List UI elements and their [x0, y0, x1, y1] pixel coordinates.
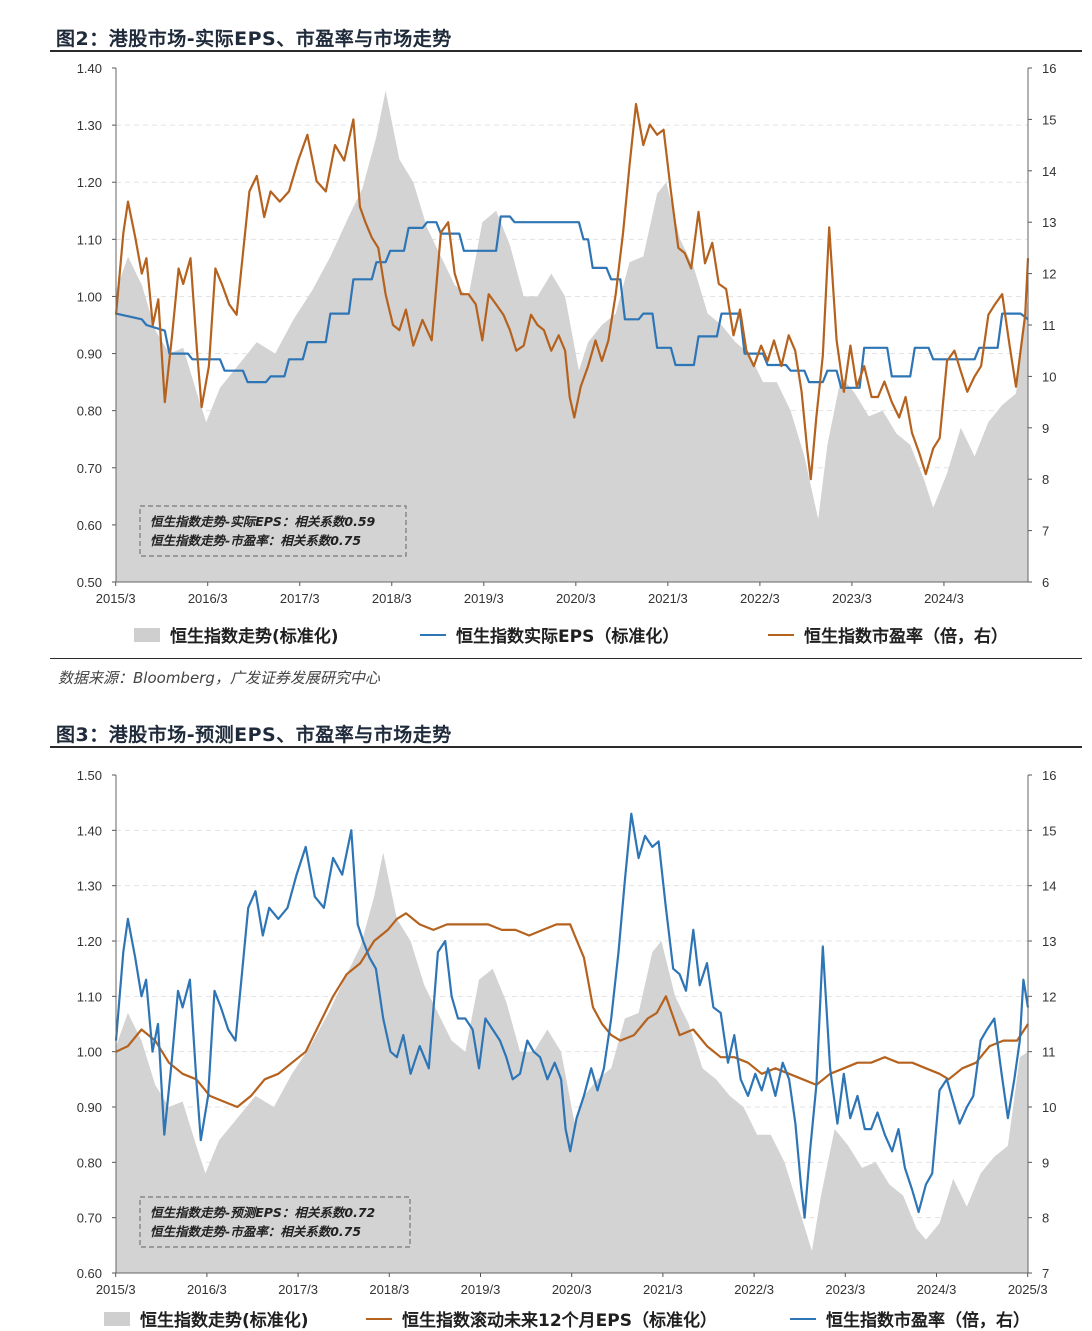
figure2-bottom-rule: [50, 658, 1082, 659]
pe-line-series: [114, 812, 1030, 1219]
y-right-tick-label: 15: [1042, 112, 1056, 127]
legend-label: 恒生指数滚动未来12个月EPS（标准化）: [402, 1311, 717, 1331]
x-tick-label: 2018/3: [369, 1282, 409, 1297]
legend-label: 恒生指数市盈率（倍，右）: [826, 1311, 1030, 1331]
eps-line-series: [115, 215, 1029, 389]
x-tick-label: 2020/3: [552, 1282, 592, 1297]
y-left-tick-label: 1.10: [77, 989, 102, 1004]
x-tick-label: 2024/3: [924, 591, 964, 606]
y-right-tick-label: 6: [1042, 575, 1049, 590]
x-tick-label: 2018/3: [372, 591, 412, 606]
y-right-tick-label: 15: [1042, 823, 1056, 838]
x-tick-label: 2019/3: [461, 1282, 501, 1297]
y-left-tick-label: 1.40: [77, 823, 102, 838]
x-tick-label: 2019/3: [464, 591, 504, 606]
index-area-series: [116, 852, 1028, 1273]
figure3-legend-pe: 恒生指数市盈率（倍，右）: [790, 1306, 1030, 1331]
y-left-tick-label: 0.90: [77, 1100, 102, 1115]
y-right-tick-label: 12: [1042, 989, 1056, 1004]
x-tick-label: 2020/3: [556, 591, 596, 606]
y-left-tick-label: 1.00: [77, 289, 102, 304]
y-left-tick-label: 0.90: [77, 347, 102, 362]
figure2-chart: 0.50 0.60 0.70 0.80 0.90 1.00 1.10 1.20 1.30 1.40…: [77, 61, 1057, 606]
y-left-tick-label: 0.80: [77, 1155, 102, 1170]
y-left-tick-label: 0.70: [77, 1211, 102, 1226]
y-right-tick-label: 7: [1042, 524, 1049, 539]
y-right-tick-label: 10: [1042, 369, 1056, 384]
figure2-legend-eps: 恒生指数实际EPS（标准化）: [420, 622, 679, 647]
x-tick-label: 2022/3: [734, 1282, 774, 1297]
y-right-tick-label: 14: [1042, 164, 1056, 179]
y-right-tick-label: 16: [1042, 768, 1056, 783]
y-right-tick-label: 7: [1042, 1266, 1049, 1281]
y-right-tick-label: 9: [1042, 421, 1049, 436]
y-right-tick-label: 12: [1042, 267, 1056, 282]
correlation-text: 恒生指数走势-实际EPS：相关系数0.59: [150, 514, 376, 529]
legend-label: 恒生指数走势(标准化): [170, 627, 339, 647]
x-tick-label: 2023/3: [825, 1282, 865, 1297]
x-tick-label: 2017/3: [278, 1282, 318, 1297]
figure3-title: 图3：港股市场-预测EPS、市盈率与市场走势: [56, 724, 452, 746]
index-area-series: [116, 90, 1028, 583]
orange-line-swatch-icon: [366, 1317, 392, 1320]
x-tick-label: 2016/3: [188, 591, 228, 606]
correlation-box: [139, 505, 407, 557]
y-left-tick-label: 0.60: [77, 1266, 102, 1281]
figure3-title-rule: [50, 746, 1082, 748]
correlation-text: 恒生指数走势-市盈率：相关系数0.75: [150, 1224, 361, 1239]
figure3-legend-eps: 恒生指数滚动未来12个月EPS（标准化）: [366, 1306, 717, 1331]
y-right-tick-label: 16: [1042, 61, 1056, 76]
y-right-tick-label: 13: [1042, 934, 1056, 949]
pe-line-series: [114, 102, 1030, 481]
x-tick-label: 2017/3: [280, 591, 320, 606]
orange-line-swatch-icon: [768, 633, 794, 636]
figure2-title-rule: [50, 50, 1082, 52]
area-swatch-icon: [134, 627, 160, 642]
y-left-tick-label: 1.40: [77, 61, 102, 76]
blue-line-swatch-icon: [420, 633, 446, 636]
x-tick-label: 2024/3: [917, 1282, 957, 1297]
legend-label: 恒生指数实际EPS（标准化）: [456, 627, 680, 647]
y-left-tick-label: 1.10: [77, 232, 102, 247]
figure2-title: 图2：港股市场-实际EPS、市盈率与市场走势: [56, 28, 452, 50]
y-left-tick-label: 1.30: [77, 879, 102, 894]
legend-label: 恒生指数市盈率（倍，右）: [804, 627, 1008, 647]
figure2-legend-index: 恒生指数走势(标准化): [134, 622, 339, 647]
y-right-tick-label: 8: [1042, 472, 1049, 487]
y-left-tick-label: 0.70: [77, 461, 102, 476]
y-right-tick-label: 13: [1042, 215, 1056, 230]
x-tick-label: 2015/3: [96, 1282, 136, 1297]
y-right-tick-label: 9: [1042, 1155, 1049, 1170]
x-tick-label: 2021/3: [648, 591, 688, 606]
y-left-tick-label: 0.60: [77, 518, 102, 533]
blue-line-swatch-icon: [790, 1317, 816, 1320]
data-source: 数据来源：Bloomberg，广发证券发展研究中心: [58, 669, 380, 687]
y-left-tick-label: 0.80: [77, 404, 102, 419]
y-left-tick-label: 1.00: [77, 1045, 102, 1060]
correlation-text: 恒生指数走势-市盈率：相关系数0.75: [150, 533, 361, 548]
figure2-legend-pe: 恒生指数市盈率（倍，右）: [768, 622, 1008, 647]
x-tick-label: 2022/3: [740, 591, 780, 606]
y-right-tick-label: 8: [1042, 1211, 1049, 1226]
y-right-tick-label: 11: [1042, 1045, 1056, 1060]
y-left-tick-label: 0.50: [77, 575, 102, 590]
correlation-text: 恒生指数走势-预测EPS：相关系数0.72: [150, 1205, 375, 1220]
eps-line-series: [115, 912, 1029, 1109]
y-right-tick-label: 11: [1042, 318, 1056, 333]
x-tick-label: 2015/3: [96, 591, 136, 606]
y-right-tick-label: 14: [1042, 879, 1056, 894]
figure3-legend-index: 恒生指数走势(标准化): [104, 1306, 309, 1331]
y-left-tick-label: 1.30: [77, 118, 102, 133]
legend-label: 恒生指数走势(标准化): [140, 1311, 309, 1331]
x-tick-label: 2023/3: [832, 591, 872, 606]
y-left-tick-label: 1.20: [77, 175, 102, 190]
x-tick-label: 2016/3: [187, 1282, 227, 1297]
y-left-tick-label: 1.50: [77, 768, 102, 783]
y-right-tick-label: 10: [1042, 1100, 1056, 1115]
y-left-tick-label: 1.20: [77, 934, 102, 949]
x-tick-label: 2021/3: [643, 1282, 683, 1297]
x-tick-label: 2025/3: [1008, 1282, 1048, 1297]
area-swatch-icon: [104, 1311, 130, 1326]
